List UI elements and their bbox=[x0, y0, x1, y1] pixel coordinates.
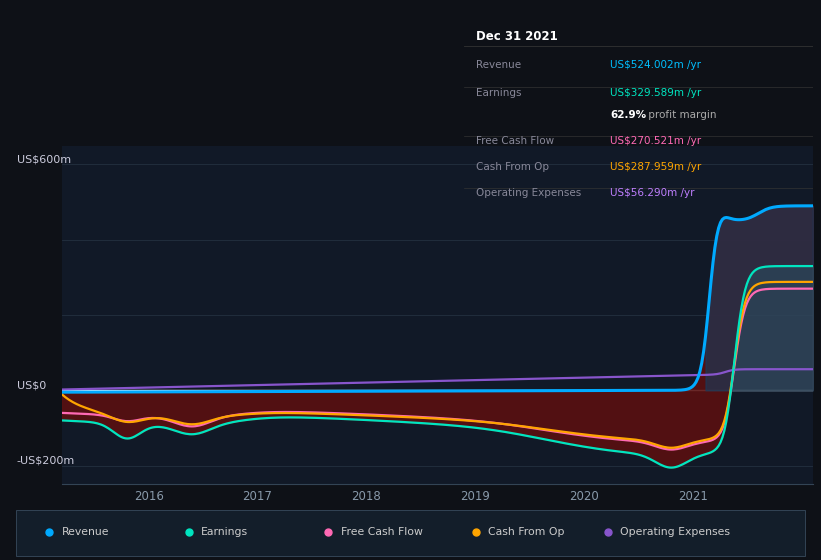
Text: US$287.959m /yr: US$287.959m /yr bbox=[610, 162, 702, 172]
Text: Free Cash Flow: Free Cash Flow bbox=[341, 527, 423, 537]
Text: Operating Expenses: Operating Expenses bbox=[620, 527, 730, 537]
Text: profit margin: profit margin bbox=[645, 110, 717, 120]
Text: Dec 31 2021: Dec 31 2021 bbox=[476, 30, 557, 43]
Text: -US$200m: -US$200m bbox=[16, 456, 75, 465]
Text: US$270.521m /yr: US$270.521m /yr bbox=[610, 136, 701, 146]
Text: Cash From Op: Cash From Op bbox=[476, 162, 549, 172]
Text: Operating Expenses: Operating Expenses bbox=[476, 188, 581, 198]
Text: 62.9%: 62.9% bbox=[610, 110, 647, 120]
Text: Earnings: Earnings bbox=[476, 88, 521, 99]
Text: US$56.290m /yr: US$56.290m /yr bbox=[610, 188, 695, 198]
Text: Cash From Op: Cash From Op bbox=[488, 527, 565, 537]
Text: Earnings: Earnings bbox=[201, 527, 248, 537]
Text: Free Cash Flow: Free Cash Flow bbox=[476, 136, 554, 146]
Text: Revenue: Revenue bbox=[476, 60, 521, 71]
Text: US$600m: US$600m bbox=[16, 155, 71, 165]
Text: Revenue: Revenue bbox=[62, 527, 109, 537]
Text: US$0: US$0 bbox=[16, 380, 46, 390]
FancyBboxPatch shape bbox=[16, 510, 805, 556]
Text: US$524.002m /yr: US$524.002m /yr bbox=[610, 60, 701, 71]
Text: US$329.589m /yr: US$329.589m /yr bbox=[610, 88, 702, 99]
